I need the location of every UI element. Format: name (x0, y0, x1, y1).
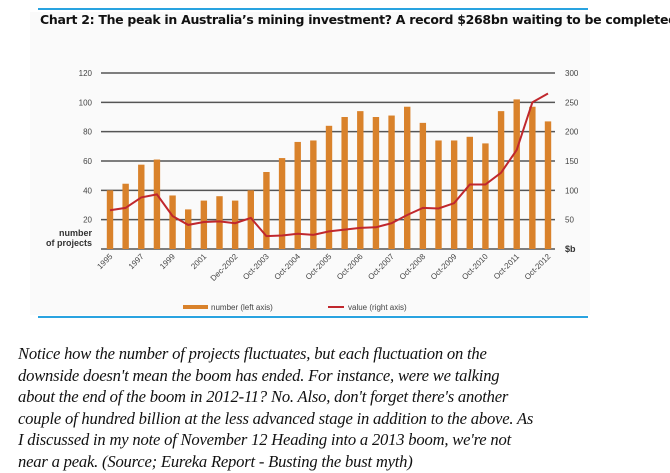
bar (153, 159, 161, 249)
bar (482, 143, 489, 249)
legend-label-value: value (right axis) (348, 303, 407, 312)
bar (544, 121, 552, 249)
left-axis-label-1: number (59, 228, 93, 238)
left-tick-label: 40 (83, 186, 92, 195)
right-axis-label: $b (565, 244, 576, 254)
right-tick-label: 100 (565, 186, 579, 195)
bar (435, 140, 442, 249)
legend-swatch-value (328, 306, 344, 308)
bar (372, 117, 380, 249)
bar (388, 115, 395, 250)
left-tick-label: 120 (79, 69, 93, 78)
legend-swatch-number (183, 305, 208, 309)
left-tick-label: 100 (79, 98, 93, 107)
bar (529, 106, 536, 249)
bar (513, 99, 520, 250)
paragraph-line: I discussed in my note of November 12 He… (18, 430, 511, 450)
left-tick-label: 20 (83, 216, 92, 225)
bar (106, 190, 114, 249)
right-tick-label: 150 (565, 157, 579, 166)
legend: number (left axis) value (right axis) (183, 303, 407, 312)
right-tick-label: 250 (565, 98, 579, 107)
legend-label-number: number (left axis) (211, 303, 273, 312)
right-tick-label: 300 (565, 69, 579, 78)
bar (247, 190, 254, 249)
chart-title: Chart 2: The peak in Australia’s mining … (40, 12, 670, 27)
bar (263, 172, 270, 249)
paragraph-line: Notice how the number of projects fluctu… (18, 344, 487, 363)
bar (325, 125, 333, 249)
bar (185, 209, 192, 249)
bar (419, 122, 427, 249)
bar (466, 136, 473, 249)
bar (169, 195, 176, 249)
bar (278, 158, 286, 249)
bar (310, 140, 317, 249)
bar (294, 141, 301, 249)
bar (231, 200, 239, 249)
paragraph-line: downside doesn't mean the boom has ended… (18, 365, 500, 385)
bar (497, 111, 505, 249)
bar (404, 106, 411, 249)
commentary-paragraph: Notice how the number of projects fluctu… (18, 343, 668, 473)
paragraph-line: about the end of the boom in 2012-11? No… (18, 387, 509, 407)
bar (341, 117, 348, 249)
left-axis-label-2: of projects (46, 238, 92, 248)
left-tick-label: 60 (83, 157, 92, 166)
paragraph-line: couple of hundred billion at the less ad… (18, 408, 534, 428)
right-tick-label: 200 (565, 128, 579, 137)
paragraph-line: near a peak. (Source; Eureka Report - Bu… (18, 451, 413, 471)
chart-background (30, 12, 590, 315)
left-tick-label: 80 (83, 128, 92, 137)
bar (216, 196, 223, 249)
bar (138, 164, 145, 249)
right-tick-label: 50 (565, 216, 574, 225)
bar (200, 200, 208, 249)
bar (357, 111, 364, 249)
value-line (109, 92, 549, 238)
bar (122, 183, 129, 249)
bar (450, 140, 458, 249)
